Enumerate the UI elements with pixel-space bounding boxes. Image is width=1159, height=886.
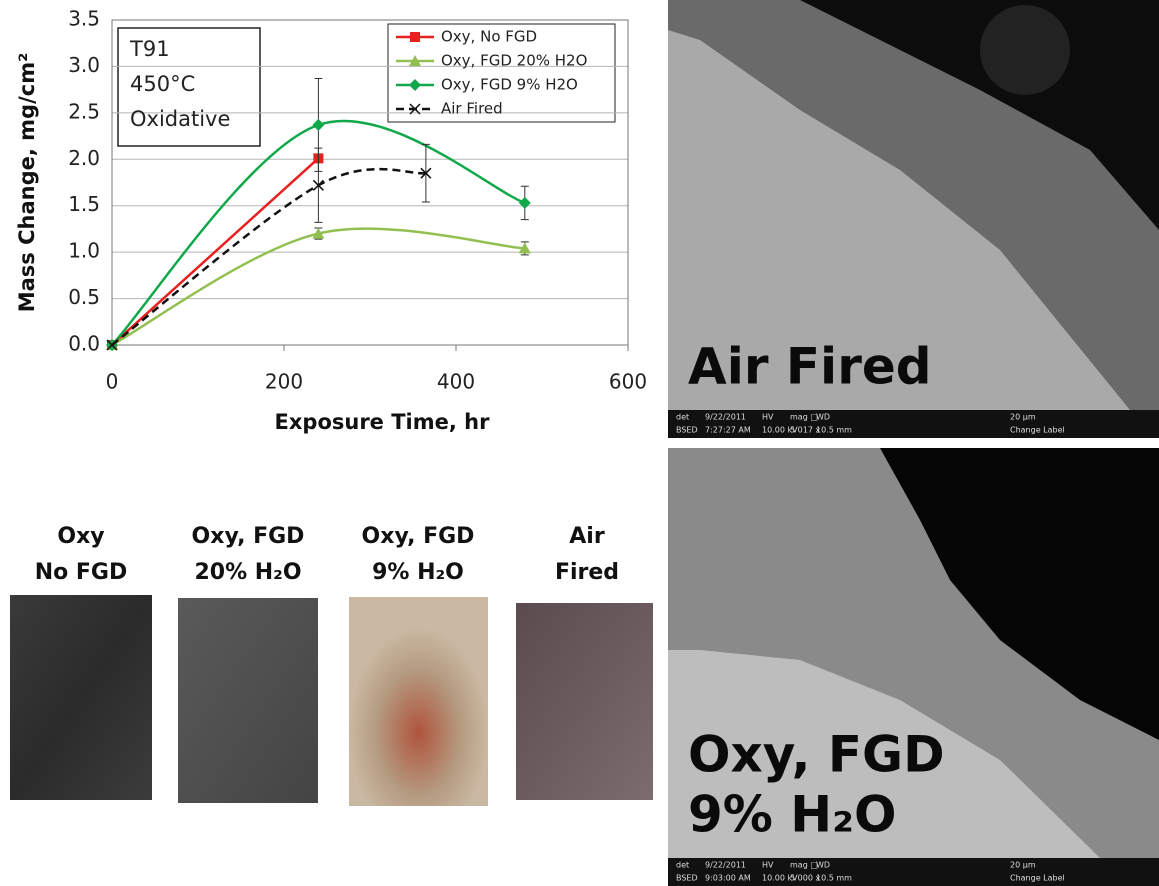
y-tick-label: 1.5: [68, 192, 100, 216]
micrograph-info: 10.5 mm: [816, 874, 852, 883]
micrograph-info: mag □: [790, 861, 818, 870]
y-tick-label: 2.5: [68, 99, 100, 123]
micrograph-info: det: [676, 861, 689, 870]
x-tick-label: 400: [437, 370, 475, 394]
micrograph-info: HV: [762, 861, 774, 870]
sample-label: No FGD: [35, 560, 128, 585]
sample-label: 9% H₂O: [372, 560, 464, 585]
y-tick-label: 3.5: [68, 7, 100, 31]
micrograph-info: Change Label: [1010, 874, 1065, 883]
figure: 0.0 0.5 1.0 1.5 2.0 2.5 3.0 3.5 0 200 400 600 Exposu…: [0, 0, 1159, 886]
micrograph-info: 20 µm: [1010, 413, 1036, 422]
micrograph-info: 20 µm: [1010, 861, 1036, 870]
y-tick-label: 3.0: [68, 53, 100, 77]
micrograph-info: 9/22/2011: [705, 413, 746, 422]
x-tick-label: 200: [265, 370, 303, 394]
sample-coupon: [349, 597, 488, 806]
sample-coupon: [10, 595, 152, 800]
legend-label: Oxy, FGD 20% H2O: [441, 52, 587, 70]
micrograph-info: WD: [816, 861, 830, 870]
micrograph-info: 9/22/2011: [705, 861, 746, 870]
y-tick-label: 1.0: [68, 239, 100, 263]
sample-label: Oxy, FGD: [192, 524, 305, 549]
marker: [312, 119, 324, 131]
series-line: [112, 229, 525, 345]
micrograph-info: 9:03:00 AM: [705, 874, 751, 883]
annotation-text: T91: [129, 37, 170, 61]
micrograph-info: mag □: [790, 413, 818, 422]
legend-marker: [410, 32, 420, 42]
marker: [519, 197, 531, 209]
legend-label: Oxy, FGD 9% H2O: [441, 76, 578, 94]
micrograph-info: BSED: [676, 874, 698, 883]
micrograph-label: 9% H₂O: [688, 786, 897, 844]
sample-label: Air: [569, 524, 605, 549]
micrograph-info: HV: [762, 413, 774, 422]
micrograph-label: Air Fired: [688, 338, 932, 396]
sample-label: 20% H₂O: [194, 560, 301, 585]
sample-coupon: [516, 603, 653, 800]
annotation-text: 450°C: [130, 72, 195, 96]
y-tick-label: 2.0: [68, 146, 100, 170]
sample-label: Fired: [555, 560, 619, 585]
micrograph-info: Change Label: [1010, 426, 1065, 435]
micrograph-label: Oxy, FGD: [688, 726, 945, 784]
sample-coupon: [178, 598, 318, 803]
sample-label: Oxy, FGD: [362, 524, 475, 549]
legend-label: Air Fired: [441, 100, 503, 118]
micrograph-info: WD: [816, 413, 830, 422]
y-tick-label: 0.0: [68, 332, 100, 356]
x-tick-label: 0: [106, 370, 119, 394]
series-line: [112, 169, 426, 345]
annotation-text: Oxidative: [130, 107, 230, 131]
micrograph-info: det: [676, 413, 689, 422]
micrograph-info: 7:27:27 AM: [705, 426, 751, 435]
x-tick-label: 600: [609, 370, 647, 394]
x-axis-title: Exposure Time, hr: [275, 410, 491, 434]
y-tick-label: 0.5: [68, 285, 100, 309]
y-axis-title: Mass Change, mg/cm²: [15, 53, 39, 313]
sample-label: Oxy: [57, 524, 104, 549]
micrograph-info: BSED: [676, 426, 698, 435]
micrograph-info: 10.5 mm: [816, 426, 852, 435]
legend-label: Oxy, No FGD: [441, 28, 537, 46]
